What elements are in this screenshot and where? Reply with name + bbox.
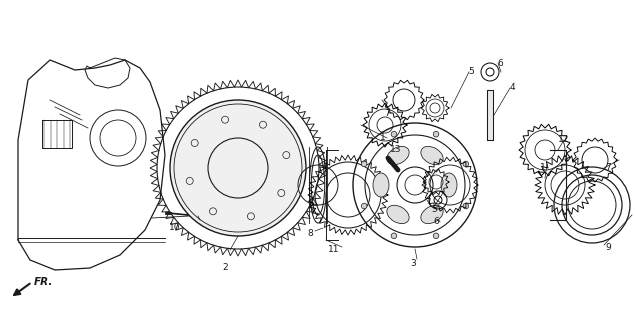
- Text: 5: 5: [468, 68, 474, 76]
- Circle shape: [433, 233, 439, 239]
- Ellipse shape: [421, 146, 443, 165]
- Text: 5: 5: [431, 205, 437, 214]
- Text: FR.: FR.: [34, 277, 53, 287]
- Text: 6: 6: [433, 218, 439, 227]
- Circle shape: [391, 132, 397, 137]
- Text: 11: 11: [328, 245, 340, 254]
- Text: 13: 13: [391, 146, 402, 155]
- Ellipse shape: [441, 173, 457, 197]
- Circle shape: [361, 203, 367, 209]
- Text: 1: 1: [540, 163, 546, 172]
- Text: 1: 1: [380, 133, 386, 142]
- Ellipse shape: [421, 205, 443, 224]
- FancyBboxPatch shape: [487, 90, 493, 140]
- Text: 8: 8: [307, 229, 313, 238]
- Circle shape: [170, 100, 306, 236]
- Text: 9: 9: [605, 244, 611, 252]
- Text: 12: 12: [558, 135, 570, 145]
- Circle shape: [463, 161, 469, 167]
- Text: 7: 7: [384, 108, 390, 117]
- Circle shape: [433, 132, 439, 137]
- Circle shape: [391, 233, 397, 239]
- Ellipse shape: [387, 146, 409, 165]
- Ellipse shape: [387, 205, 409, 224]
- Text: 2: 2: [222, 263, 228, 273]
- Text: 6: 6: [497, 59, 503, 68]
- Circle shape: [463, 203, 469, 209]
- Text: 10: 10: [169, 223, 181, 233]
- Text: 4: 4: [509, 84, 515, 92]
- Text: 3: 3: [410, 259, 416, 268]
- Ellipse shape: [373, 173, 389, 197]
- Circle shape: [361, 161, 367, 167]
- Text: 7: 7: [605, 164, 611, 172]
